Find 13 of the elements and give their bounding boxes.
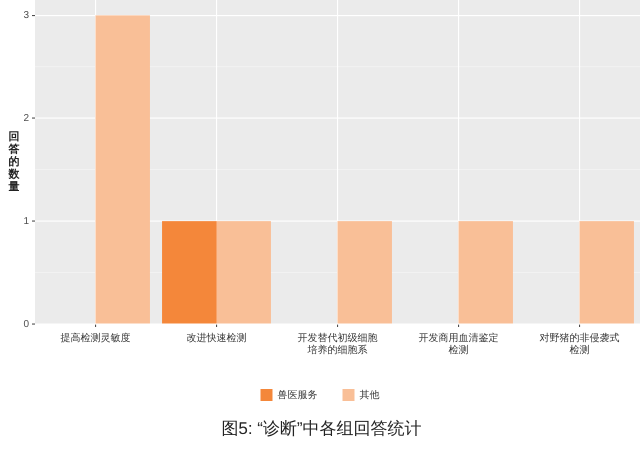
y-tick-label: 2 (23, 113, 30, 124)
x-tick-label: 开发商用血清鉴定检测 (418, 332, 498, 356)
x-tick-label: 对野猪的非侵袭式检测 (540, 332, 620, 356)
y-tick-label: 3 (23, 10, 30, 22)
legend-label: 兽医服务 (278, 388, 318, 401)
x-tick-label: 开发替代初级细胞培养的细胞系 (298, 332, 378, 356)
text: 图5: “诊断”中各组回答统计 (220, 418, 423, 440)
y-tick-label: 1 (23, 216, 30, 227)
y-tick-label: 0 (23, 318, 30, 330)
y-axis-title: 回答的数量 (8, 131, 20, 194)
legend-label: 其他 (360, 388, 380, 401)
x-tick-label: 改进快速检测 (186, 332, 246, 344)
x-tick-label: 提高检测灵敏度 (60, 332, 130, 344)
